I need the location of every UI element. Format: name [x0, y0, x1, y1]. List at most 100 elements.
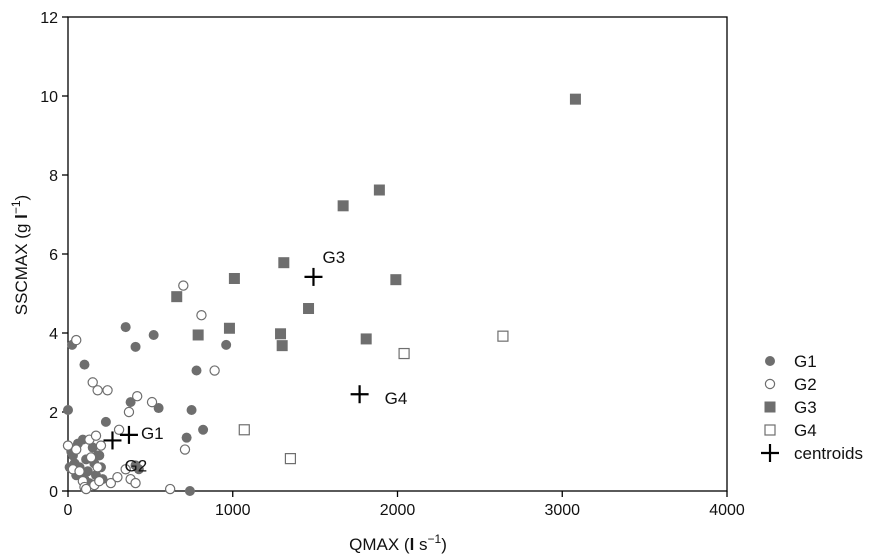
data-point — [74, 466, 85, 477]
x-tick-label: 1000 — [215, 502, 251, 519]
legend-marker — [764, 401, 776, 413]
y-tick-label: 0 — [49, 484, 58, 501]
legend-item-g2: G2 — [764, 375, 817, 394]
data-point — [192, 329, 204, 341]
data-point — [153, 403, 164, 414]
data-point — [497, 330, 509, 342]
data-point — [130, 341, 141, 352]
x-tick-label: 3000 — [544, 502, 580, 519]
legend-label: centroids — [794, 444, 863, 463]
centroid-marker — [119, 425, 138, 444]
legend-item-g3: G3 — [764, 398, 817, 417]
data-point — [63, 405, 73, 416]
data-point — [303, 303, 315, 315]
x-tick-label: 2000 — [380, 502, 416, 519]
data-point — [125, 397, 136, 408]
data-point — [223, 322, 235, 334]
data-point — [148, 329, 159, 340]
data-point — [228, 272, 240, 284]
centroid-label: G4 — [385, 389, 408, 408]
data-point — [92, 462, 103, 473]
data-point — [130, 477, 141, 489]
data-point — [87, 442, 98, 453]
axis-ticks: 0 1000 2000 3000 4000 0 2 4 6 8 10 12 — [40, 10, 745, 519]
data-point — [164, 483, 176, 495]
data-point — [82, 466, 93, 477]
plot-frame — [67, 16, 728, 492]
y-tick-label: 4 — [49, 326, 58, 343]
data-point — [80, 483, 92, 495]
plot-area — [67, 16, 728, 492]
data-point — [191, 365, 202, 376]
legend-marker — [761, 444, 779, 462]
data-point — [62, 440, 74, 451]
data-point — [120, 322, 131, 333]
series-g4 — [238, 330, 509, 465]
data-point — [275, 328, 287, 340]
data-points — [62, 93, 581, 496]
data-point — [131, 391, 143, 402]
y-tick-label: 10 — [40, 89, 58, 106]
data-point — [238, 424, 250, 436]
centroid-marker — [304, 267, 323, 286]
data-point — [398, 347, 410, 360]
legend: G1 G2 G3 G4 centroids — [761, 352, 863, 463]
data-point — [79, 359, 90, 370]
data-point — [276, 340, 288, 352]
legend-item-centroids: centroids — [761, 444, 863, 463]
data-point — [94, 475, 105, 487]
data-point — [105, 477, 117, 489]
data-point — [92, 385, 103, 396]
data-point — [337, 200, 349, 212]
legend-marker — [764, 378, 776, 390]
legend-label: G3 — [794, 398, 817, 417]
data-point — [94, 450, 105, 461]
x-axis-title: QMAX (l s−1) — [349, 532, 447, 554]
data-point — [100, 416, 111, 427]
data-point — [112, 471, 123, 483]
y-axis-title: SSCMAX (g l−1) — [9, 195, 31, 315]
data-point — [196, 310, 207, 321]
data-point — [198, 424, 209, 435]
data-point — [102, 385, 113, 396]
legend-marker — [765, 356, 775, 366]
data-point — [120, 464, 131, 475]
centroid-labels: G2 G1 G3 G4 — [124, 248, 407, 476]
legend-marker — [764, 424, 776, 436]
data-point — [209, 365, 220, 376]
series-g2 — [62, 280, 220, 495]
data-point — [71, 334, 82, 346]
data-point — [373, 184, 385, 196]
data-point — [171, 291, 183, 303]
data-point — [113, 424, 125, 435]
legend-label: G1 — [794, 352, 817, 371]
data-point — [569, 93, 581, 105]
legend-item-g4: G4 — [764, 421, 817, 440]
y-tick-label: 8 — [49, 168, 58, 185]
data-point — [390, 274, 402, 286]
centroid-marker — [350, 385, 369, 404]
centroid-label: G1 — [141, 424, 164, 443]
legend-label: G4 — [794, 421, 817, 440]
data-point — [123, 406, 135, 418]
data-point — [71, 444, 82, 455]
data-point — [360, 333, 372, 345]
data-point — [90, 430, 102, 441]
data-point — [85, 452, 97, 463]
data-point — [221, 339, 232, 350]
data-point — [284, 453, 297, 465]
data-point — [184, 486, 195, 496]
data-point — [87, 377, 98, 388]
centroid-marker — [103, 431, 122, 450]
centroid-label: G3 — [322, 248, 345, 267]
x-tick-label: 4000 — [709, 502, 745, 519]
data-point — [146, 396, 158, 408]
centroid-label: G2 — [124, 456, 147, 475]
series-g3 — [171, 93, 581, 352]
series-centroids — [103, 267, 369, 450]
data-point — [95, 440, 107, 451]
legend-item-g1: G1 — [765, 352, 817, 371]
y-tick-label: 12 — [40, 10, 58, 27]
data-point — [278, 257, 290, 269]
